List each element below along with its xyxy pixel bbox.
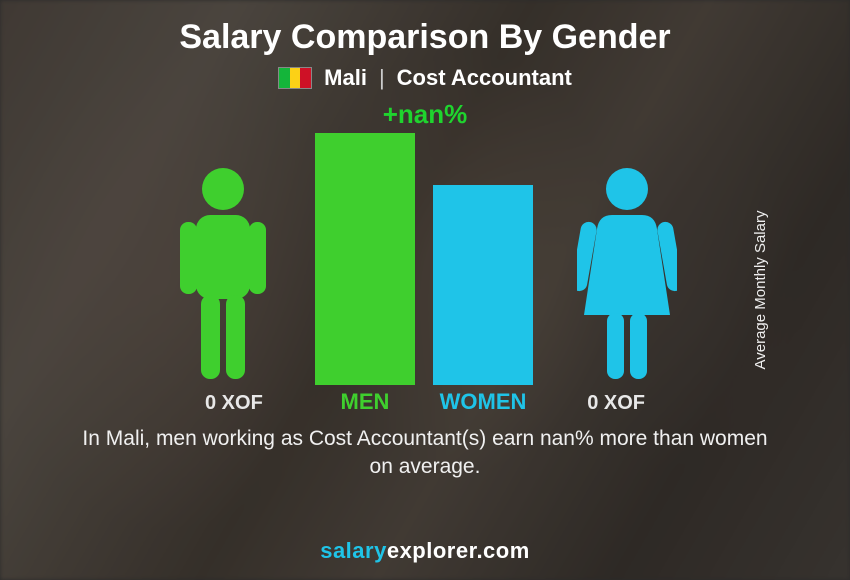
- men-bar: [315, 133, 415, 385]
- flag-stripe-1: [279, 68, 290, 88]
- page-title: Salary Comparison By Gender: [179, 18, 670, 57]
- men-category-label: MEN: [315, 389, 415, 415]
- brand-logo: salaryexplorer.com: [320, 538, 530, 564]
- yaxis-label: Average Monthly Salary: [752, 211, 769, 370]
- job-label: Cost Accountant: [397, 65, 572, 91]
- chart: +nan% 0 XOF MEN WOMEN 0 XOF: [115, 99, 735, 419]
- separator: |: [379, 65, 385, 91]
- male-icon: [173, 165, 273, 385]
- subtitle: Mali | Cost Accountant: [278, 65, 572, 91]
- brand-prefix: salary: [320, 538, 387, 563]
- country-label: Mali: [324, 65, 367, 91]
- women-bar: [433, 185, 533, 385]
- men-value: 0 XOF: [205, 392, 263, 415]
- female-icon: [577, 165, 677, 385]
- mali-flag-icon: [278, 67, 312, 89]
- flag-stripe-2: [290, 68, 301, 88]
- summary-text: In Mali, men working as Cost Accountant(…: [75, 425, 775, 482]
- difference-label: +nan%: [383, 99, 468, 130]
- flag-stripe-3: [300, 68, 311, 88]
- women-category-label: WOMEN: [433, 389, 533, 415]
- infographic-content: Salary Comparison By Gender Mali | Cost …: [0, 0, 850, 580]
- brand-suffix: explorer.com: [387, 538, 530, 563]
- women-value: 0 XOF: [587, 392, 645, 415]
